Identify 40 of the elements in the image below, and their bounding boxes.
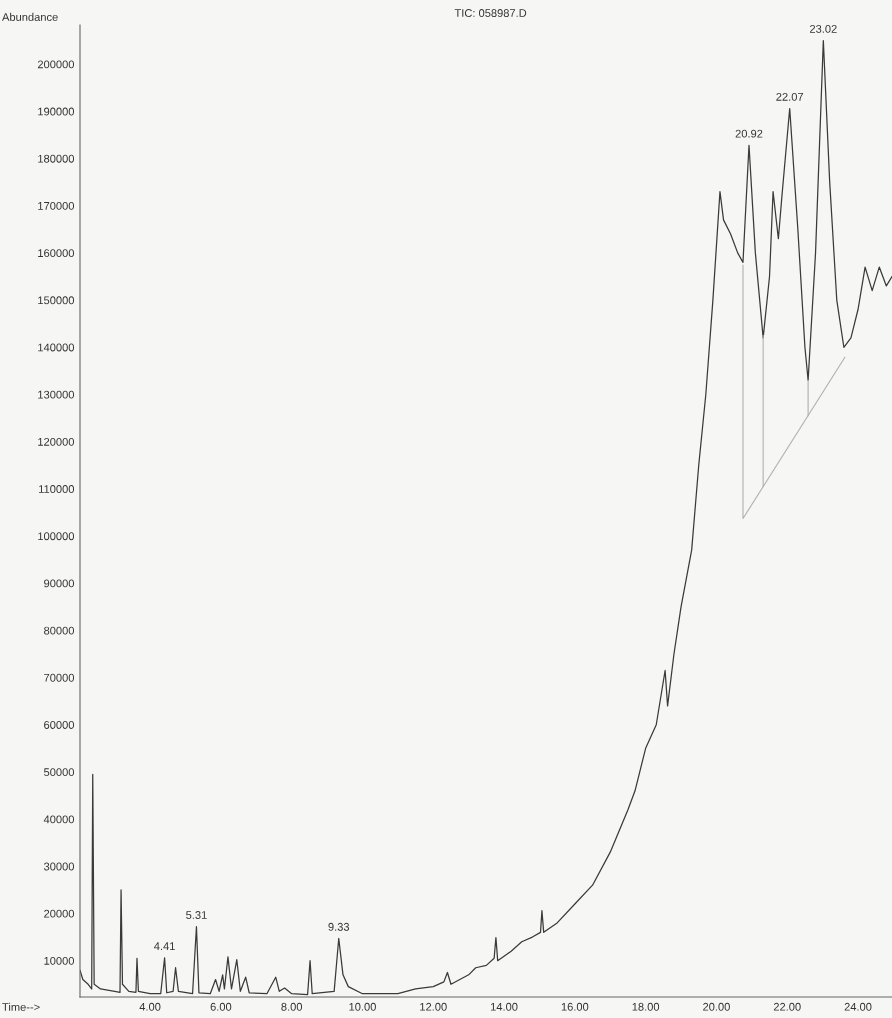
annotation: 23.02	[809, 24, 837, 33]
y-tick-label: 20000	[44, 909, 75, 918]
y-tick-label: 80000	[44, 626, 75, 635]
y-tick-label: 130000	[38, 390, 75, 399]
x-tick-label: 24.00	[844, 1002, 872, 1011]
y-tick-label: 40000	[43, 815, 75, 824]
x-tick-label: 6.00	[210, 1002, 232, 1011]
y-tick-label: 10000	[44, 956, 75, 965]
annotation: 5.31	[186, 911, 207, 919]
x-tick-label: 10.00	[349, 1002, 376, 1011]
y-tick-label: 200000	[37, 60, 75, 69]
y-tick-label: 180000	[38, 154, 75, 163]
annotation: 22.07	[776, 92, 804, 101]
y-tick-label: 190000	[38, 107, 75, 116]
annotation: 20.92	[735, 129, 763, 138]
x-axis-title: Time-->	[2, 1002, 40, 1011]
y-tick-label: 170000	[38, 201, 75, 210]
x-tick-label: 12.00	[420, 1002, 447, 1011]
y-tick-label: 100000	[38, 532, 75, 541]
chart-title: TIC: 058987.D	[454, 9, 527, 17]
y-tick-label: 120000	[38, 437, 75, 446]
y-tick-label: 30000	[43, 862, 75, 871]
y-tick-label: 160000	[38, 249, 75, 258]
y-tick-label: 110000	[39, 485, 75, 493]
y-tick-label: 70000	[44, 673, 75, 682]
annotation: 9.33	[328, 922, 350, 931]
y-tick-label: 90000	[44, 579, 75, 588]
y-tick-label: 50000	[43, 768, 75, 777]
y-tick-label: 60000	[44, 721, 75, 729]
x-tick-label: 8.00	[281, 1002, 303, 1011]
y-tick-label: 150000	[38, 296, 75, 305]
y-tick-label: 140000	[38, 343, 75, 352]
x-tick-label: 20.00	[703, 1002, 730, 1011]
y-axis-title: Abundance	[2, 12, 58, 21]
x-tick-label: 14.00	[491, 1002, 518, 1011]
x-tick-label: 4.00	[139, 1002, 161, 1011]
x-tick-label: 22.00	[773, 1002, 801, 1011]
x-tick-label: 18.00	[632, 1002, 660, 1011]
x-tick-label: 16.00	[561, 1002, 589, 1011]
annotation: 4.41	[154, 942, 175, 950]
